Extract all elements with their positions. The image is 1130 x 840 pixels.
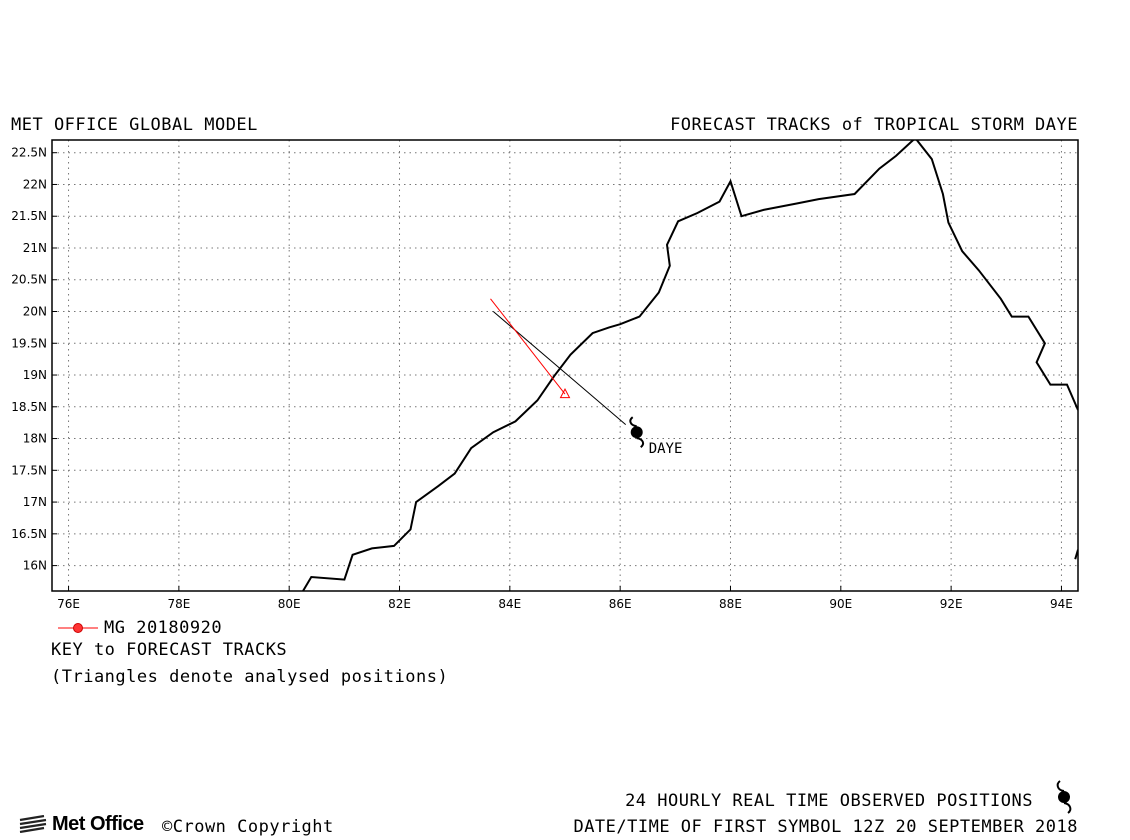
lon-label: 94E <box>1050 597 1073 611</box>
header-model-title: MET OFFICE GLOBAL MODEL <box>11 115 258 135</box>
lat-label: 19.5N <box>11 336 47 350</box>
lat-label: 19N <box>23 368 47 382</box>
analysed-position-triangle <box>559 388 571 399</box>
lon-label: 92E <box>940 597 963 611</box>
copyright-text: ©Crown Copyright <box>162 817 334 837</box>
lat-label: 22N <box>23 177 47 191</box>
map-frame <box>51 139 1079 592</box>
met-office-logo: Met Office <box>18 812 144 836</box>
lon-label: 80E <box>278 597 301 611</box>
lat-label: 17N <box>23 495 47 509</box>
lat-label: 21N <box>23 241 47 255</box>
storm-name-label: DAYE <box>649 441 683 457</box>
lon-label: 86E <box>609 597 632 611</box>
lat-label: 22.5N <box>11 146 47 160</box>
lat-label: 21.5N <box>11 209 47 223</box>
lon-label: 90E <box>829 597 852 611</box>
lon-label: 76E <box>57 597 80 611</box>
legend-model-label: MG 20180920 <box>104 618 223 638</box>
lat-label: 17.5N <box>11 463 47 477</box>
lat-label: 16.5N <box>11 527 47 541</box>
lat-label: 16N <box>23 559 47 573</box>
forecast-track-line <box>490 298 566 395</box>
met-office-logo-icon <box>19 815 47 833</box>
header-chart-title: FORECAST TRACKS of TROPICAL STORM DAYE <box>670 115 1078 135</box>
first-symbol-datetime-label: DATE/TIME OF FIRST SYMBOL 12Z 20 SEPTEMB… <box>573 817 1078 837</box>
lon-label: 88E <box>719 597 742 611</box>
lat-label: 20.5N <box>11 273 47 287</box>
observed-positions-label: 24 HOURLY REAL TIME OBSERVED POSITIONS <box>625 791 1033 811</box>
longitude-labels: 76E 78E 80E 82E 84E 86E 88E 90E 92E 94E <box>57 597 1073 611</box>
storm-symbol-icon <box>629 416 645 448</box>
grid-lines <box>52 140 1078 591</box>
key-title: KEY to FORECAST TRACKS <box>51 640 288 660</box>
lon-label: 78E <box>167 597 190 611</box>
key-note: (Triangles denote analysed positions) <box>51 667 449 687</box>
lon-label: 84E <box>498 597 521 611</box>
legend-track-sample <box>58 623 98 633</box>
lat-label: 20N <box>23 305 47 319</box>
lat-label: 18.5N <box>11 400 47 414</box>
met-office-logo-text: Met Office <box>52 812 144 835</box>
latitude-labels: 22.5N 22N 21.5N 21N 20.5N 20N 19.5N 19N 18.5N 18N… <box>11 146 47 573</box>
coastline <box>302 140 1078 591</box>
storm-symbol-legend-icon <box>1056 780 1072 814</box>
lat-label: 18N <box>23 432 47 446</box>
lon-label: 82E <box>388 597 411 611</box>
